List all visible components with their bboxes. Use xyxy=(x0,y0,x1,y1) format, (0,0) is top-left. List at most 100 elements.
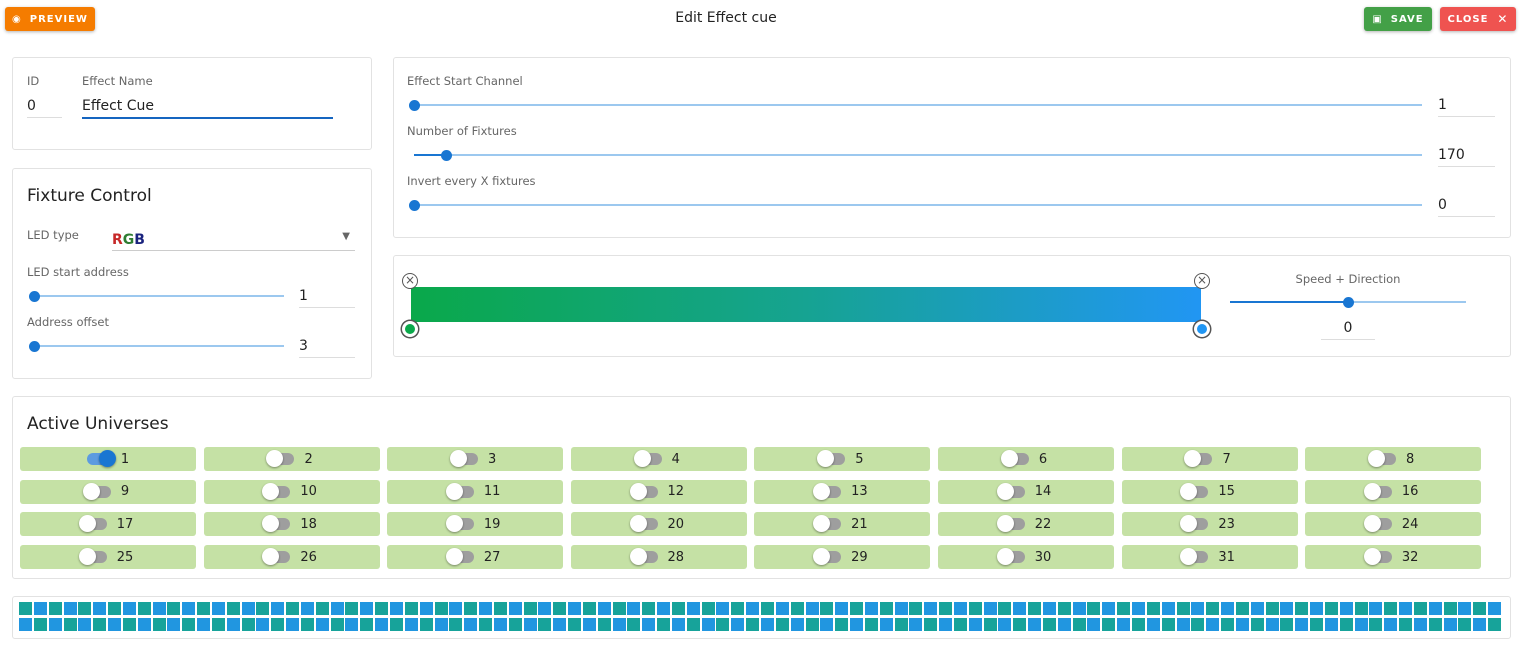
slider-thumb[interactable] xyxy=(29,291,40,302)
slider-thumb[interactable] xyxy=(409,200,420,211)
switch[interactable] xyxy=(813,515,842,533)
switch[interactable] xyxy=(813,548,842,566)
universe-toggle[interactable]: 25 xyxy=(20,545,196,570)
switch[interactable] xyxy=(996,515,1025,533)
fixture-cell xyxy=(1191,602,1205,615)
universe-toggle[interactable]: 18 xyxy=(203,512,380,537)
universe-label: 20 xyxy=(667,516,685,532)
universe-toggle[interactable]: 2 xyxy=(203,447,380,471)
universe-toggle[interactable]: 26 xyxy=(203,545,380,570)
universe-toggle[interactable]: 17 xyxy=(20,512,196,537)
led-type-select[interactable]: RGB ▼ xyxy=(112,229,355,251)
universe-toggle[interactable]: 22 xyxy=(938,512,1114,537)
switch[interactable] xyxy=(262,515,291,533)
remove-stop[interactable]: × xyxy=(402,273,418,289)
slider-thumb[interactable] xyxy=(409,100,420,111)
universe-toggle[interactable]: 13 xyxy=(754,479,931,504)
switch[interactable] xyxy=(445,548,474,566)
switch[interactable] xyxy=(1180,482,1209,500)
switch[interactable] xyxy=(629,548,658,566)
switch[interactable] xyxy=(445,515,474,533)
fixture-cell xyxy=(1013,618,1027,631)
switch[interactable] xyxy=(262,482,291,500)
id-input[interactable]: 0 xyxy=(27,98,62,118)
switch[interactable] xyxy=(1363,482,1392,500)
universe-toggle[interactable]: 4 xyxy=(570,447,747,471)
slider-thumb[interactable] xyxy=(29,341,40,352)
switch[interactable] xyxy=(1180,515,1209,533)
switch[interactable] xyxy=(445,482,474,500)
universe-toggle[interactable]: 15 xyxy=(1121,479,1298,504)
save-button[interactable]: ▣ SAVE xyxy=(1364,7,1432,31)
slider-track[interactable] xyxy=(414,204,1422,206)
fixture-cell xyxy=(1295,618,1309,631)
fixture-cell xyxy=(1072,602,1086,615)
switch[interactable] xyxy=(996,482,1025,500)
switch[interactable] xyxy=(629,482,658,500)
switch[interactable] xyxy=(1363,515,1392,533)
switch[interactable] xyxy=(262,548,291,566)
switch[interactable] xyxy=(78,515,107,533)
fixtures-input[interactable]: 170 xyxy=(1438,147,1495,167)
invert-input[interactable]: 0 xyxy=(1438,197,1495,217)
switch[interactable] xyxy=(1000,450,1029,467)
universe-toggle[interactable]: 11 xyxy=(387,479,564,504)
switch[interactable] xyxy=(266,450,295,467)
universe-toggle[interactable]: 10 xyxy=(203,479,380,504)
name-input[interactable]: Effect Cue xyxy=(82,98,333,119)
fixture-cell xyxy=(553,618,567,631)
universe-toggle[interactable]: 21 xyxy=(754,512,931,537)
slider-track[interactable] xyxy=(414,104,1422,106)
slider-thumb[interactable] xyxy=(441,150,452,161)
switch[interactable] xyxy=(629,515,658,533)
universe-toggle[interactable]: 7 xyxy=(1121,447,1298,471)
universe-toggle[interactable]: 24 xyxy=(1305,512,1482,537)
universe-toggle[interactable]: 30 xyxy=(938,545,1114,570)
slider-track[interactable] xyxy=(34,345,284,347)
universe-toggle[interactable]: 32 xyxy=(1305,545,1482,570)
close-button[interactable]: CLOSE ✕ xyxy=(1440,7,1516,31)
universe-toggle[interactable]: 9 xyxy=(20,479,196,504)
speed-input[interactable]: 0 xyxy=(1321,320,1375,340)
switch[interactable] xyxy=(82,482,111,500)
universe-toggle[interactable]: 16 xyxy=(1305,479,1482,504)
universe-toggle[interactable]: 29 xyxy=(754,545,931,570)
universe-toggle[interactable]: 19 xyxy=(387,512,564,537)
switch[interactable] xyxy=(450,450,479,467)
name-label: Effect Name xyxy=(82,74,153,88)
universe-toggle[interactable]: 12 xyxy=(570,479,747,504)
switch[interactable] xyxy=(1363,548,1392,566)
universe-toggle[interactable]: 28 xyxy=(570,545,747,570)
switch[interactable] xyxy=(1184,450,1213,467)
universe-toggle[interactable]: 27 xyxy=(387,545,564,570)
universe-toggle[interactable]: 23 xyxy=(1121,512,1298,537)
universe-toggle[interactable]: 31 xyxy=(1121,545,1298,570)
switch[interactable] xyxy=(86,450,116,467)
switch[interactable] xyxy=(996,548,1025,566)
switch[interactable] xyxy=(1368,450,1397,467)
start-address-input[interactable]: 1 xyxy=(299,288,355,308)
color-stop[interactable] xyxy=(1194,321,1210,337)
switch[interactable] xyxy=(813,482,842,500)
universe-toggle[interactable]: 5 xyxy=(754,447,931,471)
start-channel-input[interactable]: 1 xyxy=(1438,97,1495,117)
fixture-cell xyxy=(464,618,478,631)
slider-track[interactable] xyxy=(34,295,284,297)
universe-toggle[interactable]: 6 xyxy=(938,447,1114,471)
color-stop[interactable] xyxy=(402,321,418,337)
universe-toggle[interactable]: 20 xyxy=(570,512,747,537)
gradient-bar[interactable] xyxy=(411,287,1201,322)
slider-thumb[interactable] xyxy=(1343,297,1354,308)
remove-stop[interactable]: × xyxy=(1194,273,1210,289)
universe-toggle[interactable]: 3 xyxy=(387,447,564,471)
universe-toggle[interactable]: 8 xyxy=(1305,447,1482,471)
switch[interactable] xyxy=(633,450,662,467)
preview-button[interactable]: ◉ PREVIEW xyxy=(5,7,95,31)
universe-toggle[interactable]: 14 xyxy=(938,479,1114,504)
universe-toggle[interactable]: 1 xyxy=(20,447,196,471)
slider-track[interactable] xyxy=(414,154,1422,156)
switch[interactable] xyxy=(817,450,846,467)
offset-input[interactable]: 3 xyxy=(299,338,355,358)
switch[interactable] xyxy=(78,548,107,566)
switch[interactable] xyxy=(1180,548,1209,566)
